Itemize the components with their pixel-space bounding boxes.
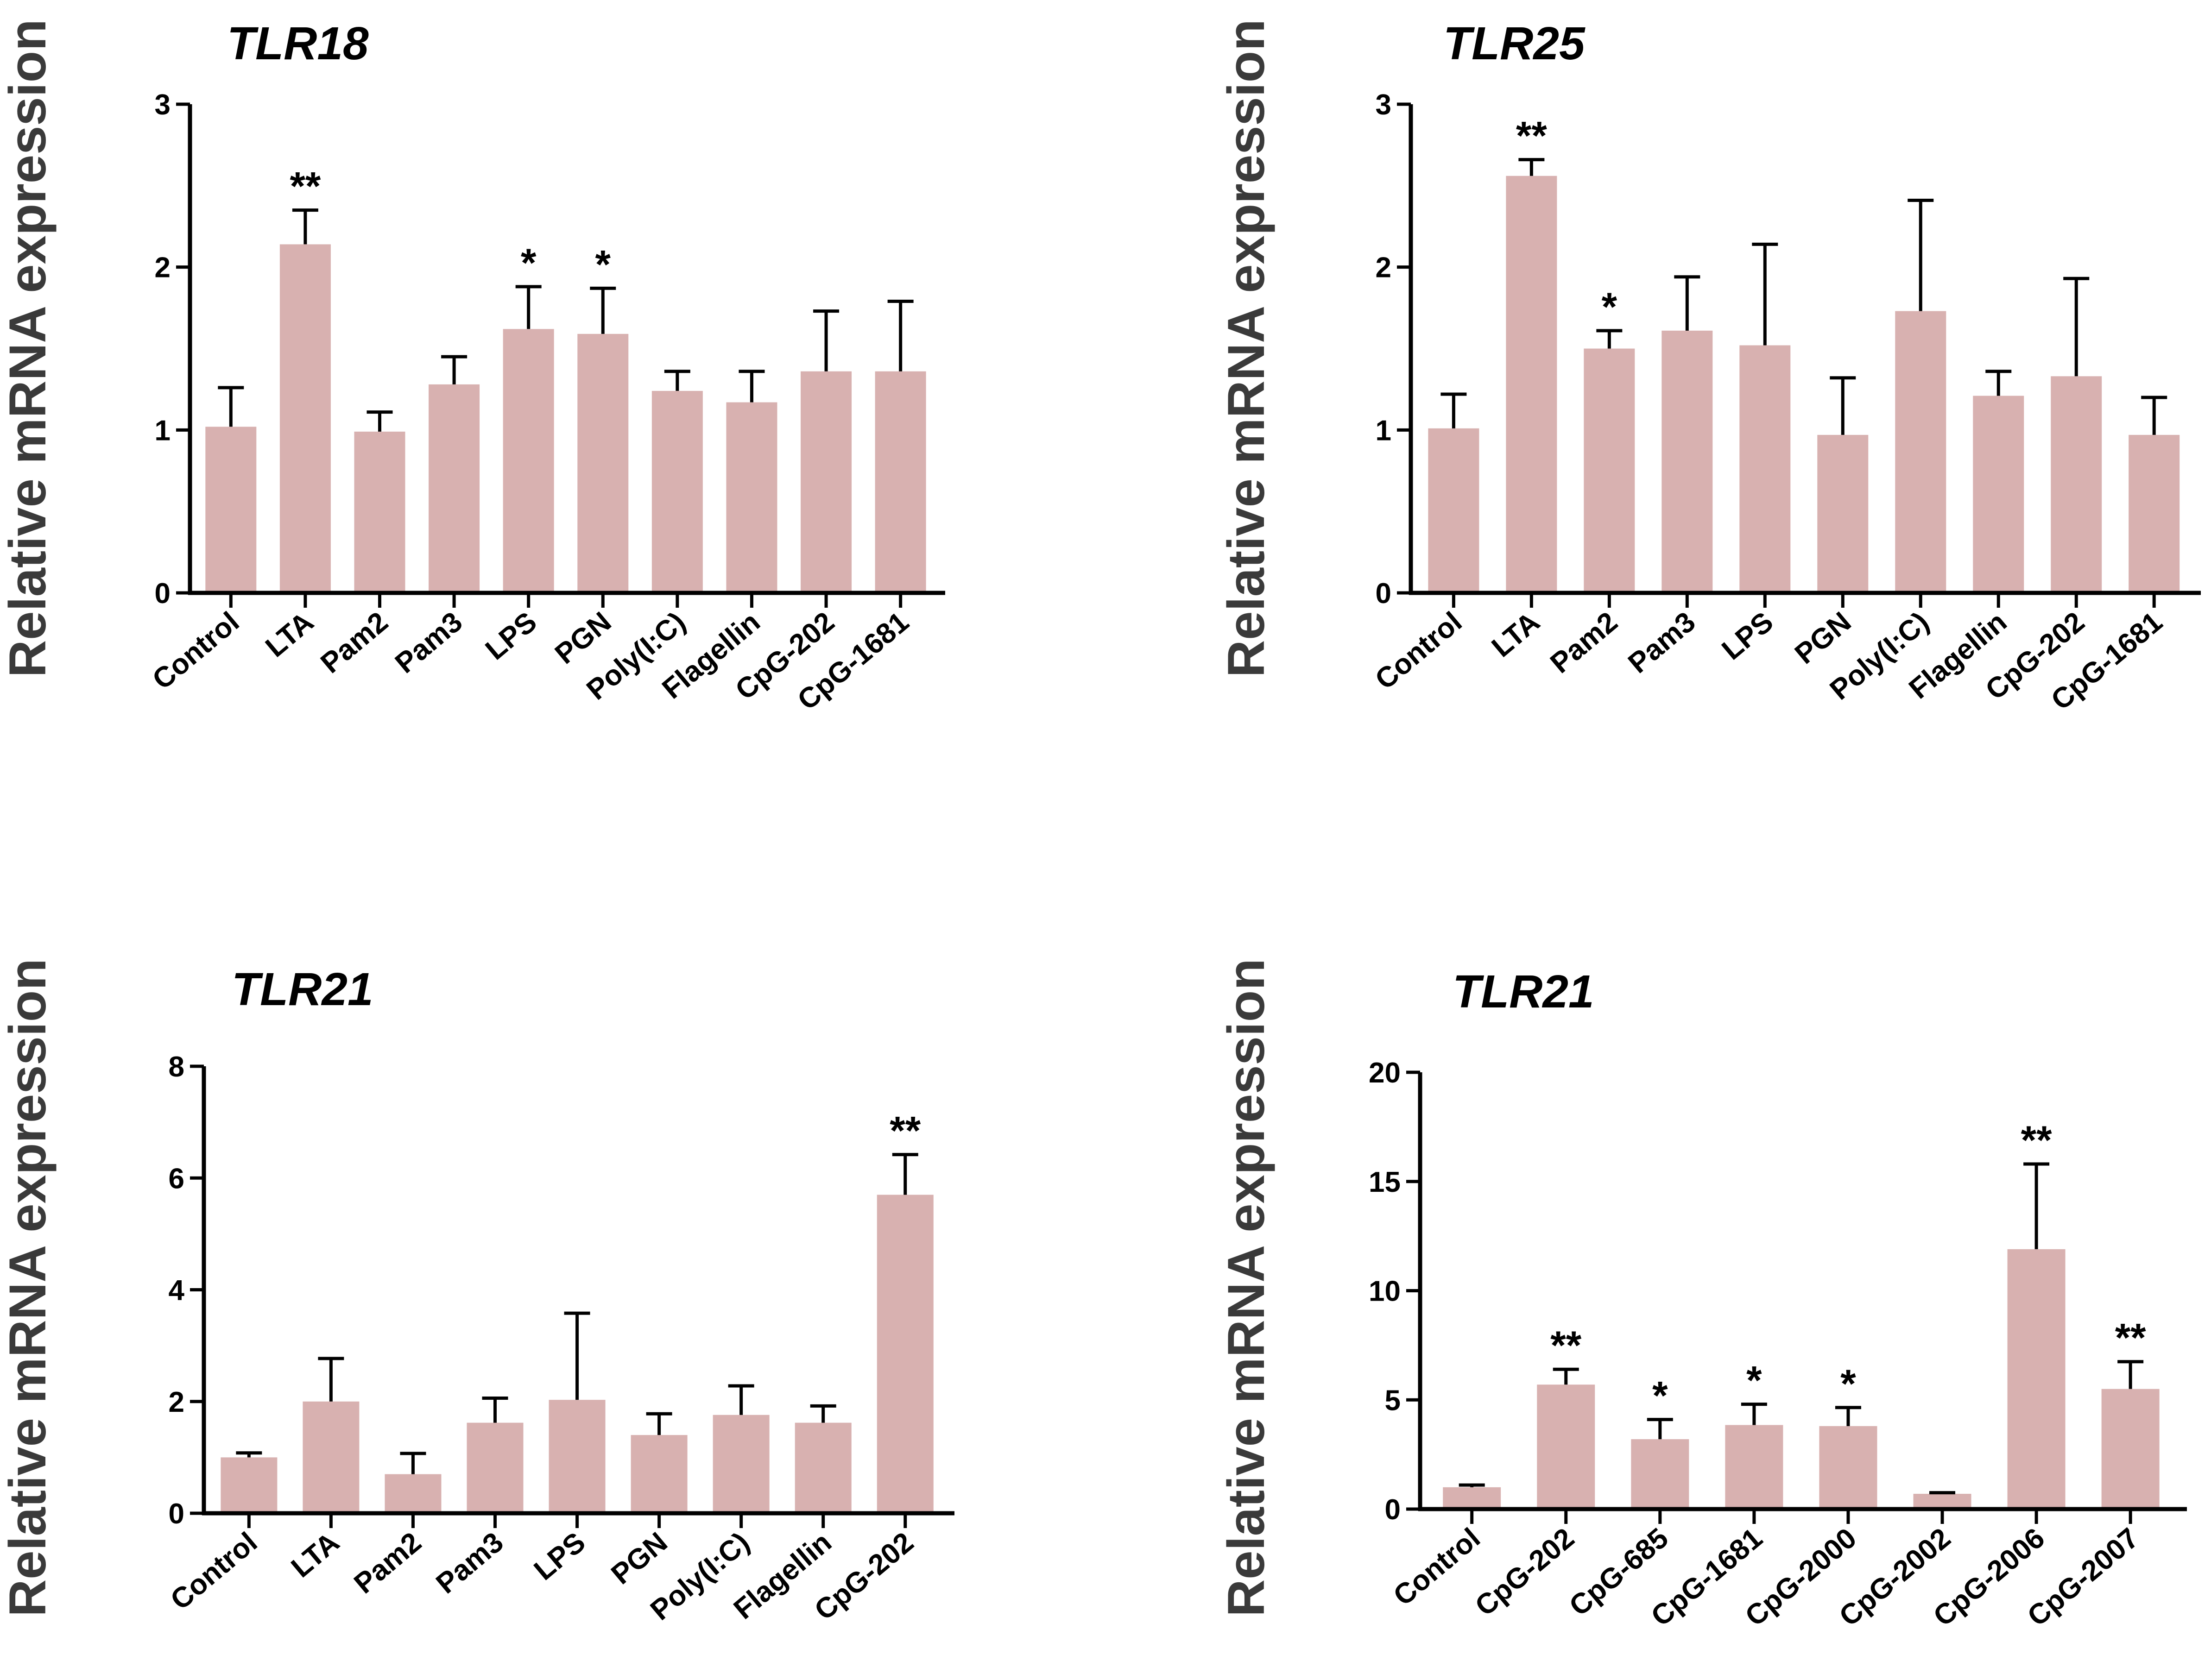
significance-marker: ** <box>890 1109 921 1153</box>
y-axis-label: Relative mRNA expression <box>0 19 57 677</box>
bar-flagellin <box>1973 396 2024 593</box>
bar-control <box>1428 428 1479 593</box>
x-tick-label: Pam2 <box>315 606 394 680</box>
bar-flagellin <box>795 1422 852 1513</box>
significance-marker: ** <box>2115 1316 2146 1360</box>
x-tick-label: Control <box>146 606 245 696</box>
significance-marker: * <box>1652 1374 1668 1418</box>
bar-cpg-202 <box>801 371 852 593</box>
y-tick-label: 5 <box>1385 1384 1401 1416</box>
bar-pgn <box>1817 434 1869 593</box>
x-tick-label: LPS <box>1716 606 1780 666</box>
bar-pgn <box>577 333 629 593</box>
y-tick-label: 0 <box>1385 1494 1401 1526</box>
bar-lps <box>503 329 554 593</box>
y-tick-label: 15 <box>1369 1166 1401 1198</box>
bar-pgn <box>631 1435 688 1513</box>
bar-lps <box>1739 345 1791 593</box>
bar-flagellin <box>726 402 777 593</box>
significance-marker: * <box>595 242 611 287</box>
x-tick-label: Pam3 <box>430 1526 509 1600</box>
chart-panel-tlr21-ligands: TLR21 Relative mRNA expression ** 0 2 4 6 8 Cont… <box>0 958 954 1627</box>
bar-pam2 <box>1584 348 1635 593</box>
bar-lta <box>1506 176 1557 593</box>
significance-marker: * <box>1746 1359 1762 1403</box>
x-tick-label: Pam2 <box>348 1526 427 1600</box>
bar-control <box>221 1457 278 1513</box>
bar-cpg-2002 <box>1913 1493 1971 1509</box>
bar-pam2 <box>385 1474 442 1513</box>
x-tick-label: LPS <box>528 1526 592 1586</box>
x-tick-label: Pam3 <box>1622 606 1701 680</box>
significance-marker: ** <box>2021 1118 2052 1163</box>
bar-cpg-202 <box>877 1195 934 1513</box>
y-tick-label: 1 <box>1376 415 1391 447</box>
y-tick-label: 4 <box>169 1275 185 1307</box>
y-tick-label: 2 <box>1376 252 1391 284</box>
bar-cpg-2006 <box>2007 1249 2066 1509</box>
y-tick-label: 10 <box>1369 1276 1401 1308</box>
significance-marker: ** <box>1516 114 1547 158</box>
x-tick-label: Control <box>1369 606 1468 696</box>
bar-cpg-685 <box>1631 1439 1689 1509</box>
bar-poly-i-c- <box>1895 311 1946 593</box>
x-tick-label: LTA <box>259 606 320 663</box>
x-tick-label: LPS <box>480 606 543 666</box>
y-tick-label: 3 <box>1376 89 1391 121</box>
x-tick-label: CpG-202 <box>1469 1522 1580 1623</box>
x-tick-label: PGN <box>1789 606 1857 670</box>
bar-lps <box>549 1400 606 1513</box>
y-tick-label: 2 <box>155 252 171 284</box>
significance-marker: * <box>1602 285 1617 329</box>
bar-cpg-2007 <box>2101 1389 2160 1509</box>
y-axis-label: Relative mRNA expression <box>1217 19 1275 677</box>
bar-cpg-2000 <box>1819 1426 1877 1509</box>
bar-control <box>1443 1487 1501 1509</box>
chart-title: TLR21 <box>232 963 373 1015</box>
bar-pam2 <box>354 431 405 593</box>
significance-marker: ** <box>290 164 321 209</box>
chart-title: TLR21 <box>1453 966 1594 1018</box>
significance-marker: ** <box>1550 1323 1581 1368</box>
bar-pam3 <box>429 384 480 593</box>
y-tick-label: 8 <box>169 1051 184 1083</box>
bar-poly-i-c- <box>651 390 703 593</box>
x-tick-label: LTA <box>1486 606 1546 663</box>
bar-cpg-1681 <box>1725 1425 1783 1509</box>
y-tick-label: 1 <box>155 415 171 447</box>
x-tick-label: Pam2 <box>1544 606 1624 680</box>
y-tick-label: 0 <box>155 578 171 610</box>
y-tick-label: 20 <box>1369 1057 1401 1089</box>
y-tick-label: 6 <box>169 1163 184 1195</box>
bar-cpg-202 <box>1537 1384 1595 1509</box>
significance-marker: * <box>1840 1362 1856 1406</box>
x-tick-label: Pam3 <box>389 606 468 680</box>
y-tick-label: 0 <box>169 1498 184 1530</box>
chart-title: TLR18 <box>227 18 369 69</box>
y-tick-label: 3 <box>155 89 171 121</box>
significance-marker: * <box>521 241 537 285</box>
bar-poly-i-c- <box>713 1415 770 1513</box>
bar-pam3 <box>1661 330 1713 593</box>
bar-cpg-202 <box>2051 376 2102 593</box>
bar-lta <box>303 1401 360 1513</box>
x-tick-label: Control <box>164 1526 263 1617</box>
y-axis-label: Relative mRNA expression <box>1217 958 1275 1617</box>
y-axis-label: Relative mRNA expression <box>0 958 57 1617</box>
y-tick-label: 2 <box>169 1386 184 1418</box>
y-tick-label: 0 <box>1376 578 1391 610</box>
bar-cpg-1681 <box>2129 434 2180 593</box>
bar-pam3 <box>467 1422 524 1513</box>
bar-cpg-1681 <box>875 371 926 593</box>
x-tick-label: PGN <box>605 1526 673 1591</box>
x-tick-label: LTA <box>285 1526 346 1584</box>
bar-lta <box>279 244 331 593</box>
chart-title: TLR25 <box>1443 18 1586 69</box>
bar-control <box>205 427 257 593</box>
